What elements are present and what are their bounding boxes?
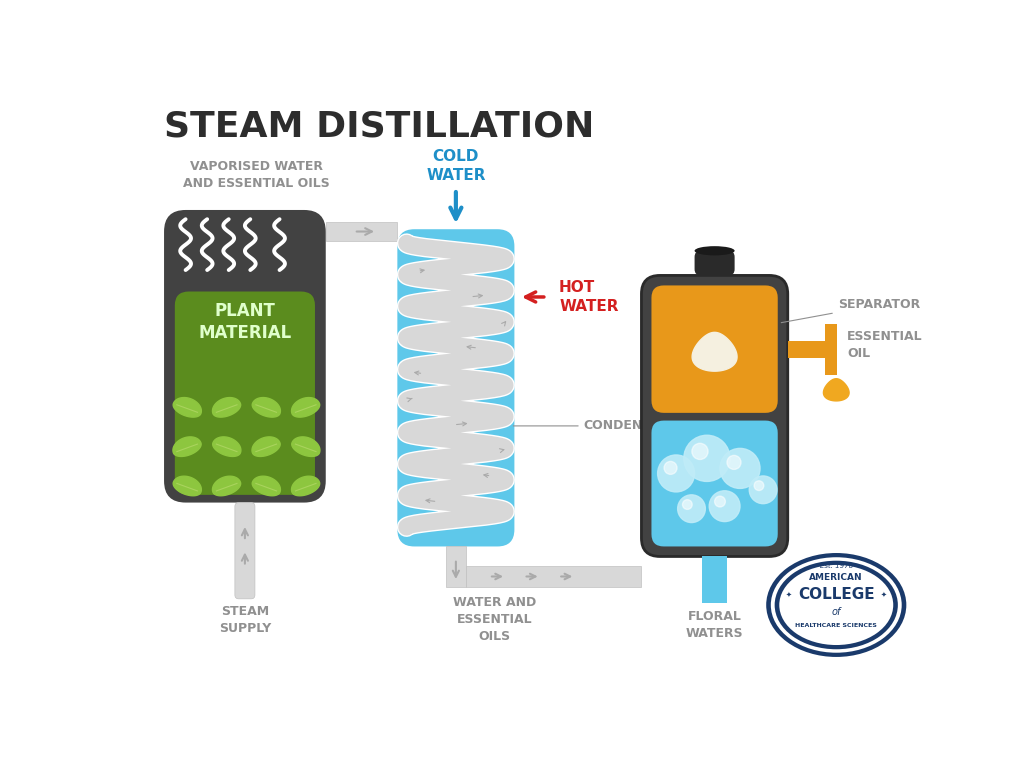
Bar xyxy=(325,222,398,241)
Polygon shape xyxy=(692,333,737,371)
Polygon shape xyxy=(823,379,849,401)
Polygon shape xyxy=(252,437,280,456)
Circle shape xyxy=(715,496,725,507)
Polygon shape xyxy=(252,398,280,417)
Ellipse shape xyxy=(771,558,902,653)
FancyBboxPatch shape xyxy=(652,421,778,547)
Bar xyxy=(446,547,466,587)
Text: AMERICAN: AMERICAN xyxy=(810,573,863,582)
Circle shape xyxy=(664,462,677,475)
Circle shape xyxy=(683,500,692,509)
FancyBboxPatch shape xyxy=(641,276,788,557)
Circle shape xyxy=(658,455,694,492)
Circle shape xyxy=(720,449,760,488)
Circle shape xyxy=(710,491,740,521)
FancyBboxPatch shape xyxy=(164,210,325,502)
Ellipse shape xyxy=(766,553,906,657)
Text: ✦: ✦ xyxy=(785,592,791,598)
Bar xyxy=(466,567,641,587)
Text: PLANT
MATERIAL: PLANT MATERIAL xyxy=(198,303,291,343)
Circle shape xyxy=(754,481,763,491)
Bar xyxy=(788,341,831,358)
FancyBboxPatch shape xyxy=(398,229,514,547)
Text: CONDENSER: CONDENSER xyxy=(513,419,670,432)
Ellipse shape xyxy=(694,247,734,256)
Bar xyxy=(702,557,727,603)
Polygon shape xyxy=(213,437,241,456)
Ellipse shape xyxy=(775,561,898,649)
Text: HEALTHCARE SCIENCES: HEALTHCARE SCIENCES xyxy=(795,624,877,628)
Polygon shape xyxy=(173,437,201,456)
Text: of: of xyxy=(832,607,841,617)
Text: COLD
WATER: COLD WATER xyxy=(427,149,486,183)
Text: ✦: ✦ xyxy=(881,592,887,598)
Polygon shape xyxy=(291,398,319,417)
Polygon shape xyxy=(213,398,241,417)
Text: COLLEGE: COLLEGE xyxy=(797,588,875,602)
Text: STEAM DISTILLATION: STEAM DISTILLATION xyxy=(164,110,594,144)
Text: STEAM
SUPPLY: STEAM SUPPLY xyxy=(219,605,271,635)
Circle shape xyxy=(749,476,777,504)
FancyBboxPatch shape xyxy=(694,251,734,276)
FancyBboxPatch shape xyxy=(175,292,315,495)
Circle shape xyxy=(692,443,708,459)
Text: VAPORISED WATER
AND ESSENTIAL OILS: VAPORISED WATER AND ESSENTIAL OILS xyxy=(183,161,330,190)
Polygon shape xyxy=(174,398,201,417)
FancyBboxPatch shape xyxy=(652,286,778,413)
Circle shape xyxy=(727,455,741,469)
Polygon shape xyxy=(174,476,201,496)
Polygon shape xyxy=(252,476,280,496)
Polygon shape xyxy=(213,476,241,496)
Circle shape xyxy=(684,435,730,482)
Text: WATER AND
ESSENTIAL
OILS: WATER AND ESSENTIAL OILS xyxy=(452,596,536,643)
Bar xyxy=(825,324,838,375)
Text: FLORAL
WATERS: FLORAL WATERS xyxy=(686,611,744,641)
Circle shape xyxy=(678,495,706,522)
Text: ESSENTIAL
OIL: ESSENTIAL OIL xyxy=(847,330,922,360)
Polygon shape xyxy=(291,437,320,456)
Text: Est. 1978: Est. 1978 xyxy=(819,564,853,570)
Ellipse shape xyxy=(779,565,894,645)
Text: SEPARATOR: SEPARATOR xyxy=(781,298,920,323)
Text: HOT
WATER: HOT WATER xyxy=(559,280,619,314)
Polygon shape xyxy=(291,476,319,496)
FancyBboxPatch shape xyxy=(234,502,255,599)
